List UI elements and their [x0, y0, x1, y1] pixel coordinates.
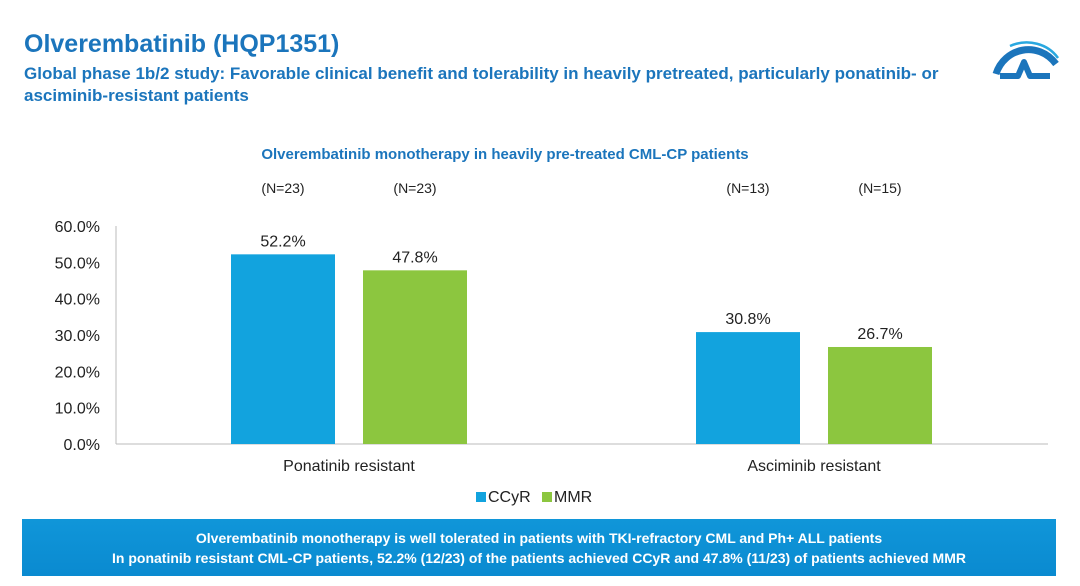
y-tick-label: 10.0% — [55, 401, 100, 418]
legend-label: CCyR — [488, 489, 531, 506]
bar-mmr — [363, 270, 467, 444]
n-label: (N=15) — [858, 180, 902, 196]
x-tick-label: Ponatinib resistant — [283, 458, 415, 475]
slide-subtitle: Global phase 1b/2 study: Favorable clini… — [24, 64, 939, 105]
data-label: 52.2% — [260, 233, 305, 250]
banner-line-2: In ponatinib resistant CML-CP patients, … — [112, 550, 966, 566]
bar-ccyr — [696, 332, 800, 444]
bar-mmr — [828, 346, 932, 444]
bar-chart: 0.0% 10.0% 20.0% 30.0% 40.0% 50.0% 60.0% Ponati… — [55, 219, 1048, 506]
data-label: 30.8% — [725, 311, 770, 328]
n-label: (N=23) — [393, 180, 437, 196]
banner-line-1: Olverembatinib monotherapy is well toler… — [195, 530, 883, 546]
bar-ccyr — [231, 254, 335, 444]
y-tick-label: 0.0% — [64, 437, 100, 454]
y-tick-label: 60.0% — [55, 219, 100, 236]
y-tick-label: 40.0% — [55, 292, 100, 309]
legend-label: MMR — [554, 489, 592, 506]
y-tick-label: 50.0% — [55, 255, 100, 272]
summary-banner: Olverembatinib monotherapy is well toler… — [22, 519, 1056, 576]
y-tick-label: 30.0% — [55, 328, 100, 345]
y-tick-label: 20.0% — [55, 364, 100, 381]
slide-title: Olverembatinib (HQP1351) — [24, 30, 340, 58]
company-logo-icon — [992, 41, 1060, 79]
legend-swatch-mmr — [542, 492, 552, 502]
x-tick-label: Asciminib resistant — [747, 458, 881, 475]
data-label: 26.7% — [857, 326, 902, 343]
n-label: (N=23) — [261, 180, 305, 196]
n-label: (N=13) — [726, 180, 770, 196]
data-label: 47.8% — [392, 249, 437, 266]
chart-title: Olverembatinib monotherapy in heavily pr… — [261, 146, 749, 163]
legend-swatch-ccyr — [476, 492, 486, 502]
